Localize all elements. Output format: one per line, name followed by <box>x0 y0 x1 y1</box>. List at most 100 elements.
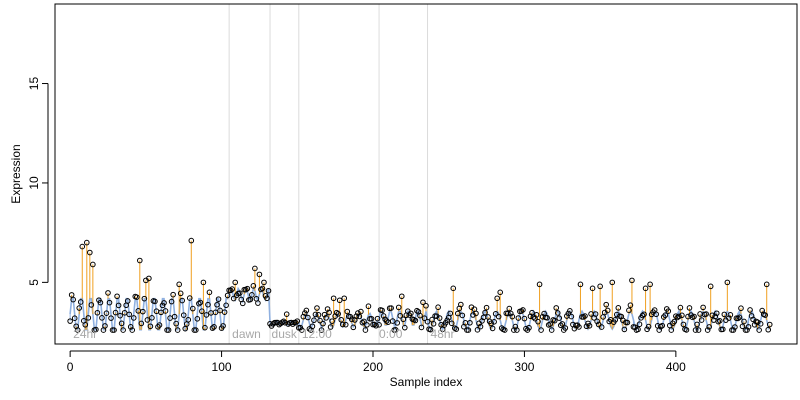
data-point-17 <box>93 326 99 333</box>
data-point-283 <box>495 313 502 320</box>
data-point-426 <box>712 313 719 320</box>
data-point-99 <box>217 307 223 314</box>
data-point-380 <box>642 285 649 292</box>
data-point-176 <box>333 309 340 316</box>
data-point-253 <box>450 285 457 292</box>
data-point-462 <box>766 321 773 328</box>
data-point-59 <box>156 322 163 328</box>
data-point-383 <box>647 281 653 288</box>
data-point-292 <box>509 313 516 320</box>
data-point-128 <box>261 279 267 286</box>
data-point-238 <box>427 326 434 333</box>
data-point-25 <box>105 290 111 296</box>
data-point-65 <box>165 327 172 333</box>
data-point-413 <box>692 327 699 333</box>
data-point-40 <box>127 324 134 330</box>
data-point-149 <box>292 319 299 326</box>
data-point-15 <box>90 261 96 268</box>
data-point-204 <box>376 322 382 328</box>
data-point-21 <box>99 315 105 321</box>
data-point-311 <box>538 327 544 333</box>
data-point-14 <box>88 302 95 308</box>
data-point-274 <box>482 309 488 316</box>
data-point-73 <box>177 290 184 297</box>
data-point-90 <box>203 312 210 318</box>
data-point-207 <box>380 313 387 319</box>
data-point-168 <box>321 311 328 318</box>
data-point-421 <box>704 327 711 333</box>
data-point-38 <box>124 298 131 304</box>
data-point-295 <box>514 327 520 333</box>
data-point-89 <box>202 324 208 331</box>
data-point-117 <box>244 285 251 292</box>
data-point-119 <box>247 296 254 303</box>
data-point-124 <box>255 300 261 306</box>
data-point-164 <box>315 312 322 318</box>
data-point-35 <box>120 327 126 333</box>
data-point-161 <box>311 317 317 324</box>
data-point-166 <box>318 327 325 333</box>
data-point-315 <box>544 315 550 321</box>
data-point-431 <box>720 326 726 333</box>
data-point-26 <box>106 299 113 306</box>
data-point-131 <box>265 287 272 294</box>
data-point-97 <box>214 301 220 308</box>
data-point-361 <box>614 311 620 318</box>
data-point-444 <box>739 323 746 330</box>
data-point-171 <box>326 309 332 316</box>
data-point-6 <box>76 305 83 311</box>
data-point-91 <box>205 301 211 308</box>
data-point-130 <box>264 295 270 302</box>
data-point-7 <box>77 299 84 305</box>
data-point-387 <box>653 311 659 318</box>
data-point-369 <box>626 307 632 314</box>
data-point-0 <box>67 318 73 324</box>
data-point-220 <box>400 316 407 323</box>
data-point-67 <box>168 298 175 305</box>
data-point-340 <box>582 313 588 319</box>
data-point-92 <box>206 289 213 296</box>
data-point-215 <box>392 327 399 333</box>
data-point-327 <box>562 325 569 331</box>
data-point-235 <box>423 302 429 309</box>
data-point-324 <box>557 322 564 329</box>
data-point-284 <box>497 289 504 296</box>
data-point-325 <box>559 321 566 327</box>
data-point-375 <box>635 326 641 333</box>
data-point-127 <box>259 285 266 292</box>
data-point-218 <box>397 312 404 319</box>
data-point-160 <box>309 323 316 330</box>
data-point-54 <box>149 315 155 321</box>
data-point-206 <box>379 307 385 314</box>
data-point-323 <box>556 315 563 321</box>
data-point-343 <box>586 322 593 329</box>
data-point-455 <box>756 327 762 333</box>
data-point-366 <box>621 326 628 333</box>
y-tick-label-2: 15 <box>27 77 41 91</box>
data-point-379 <box>641 311 647 318</box>
data-point-424 <box>709 312 716 319</box>
data-point-382 <box>645 323 652 330</box>
data-point-101 <box>220 323 226 329</box>
data-point-232 <box>418 324 425 331</box>
phase-label-5: 48hr <box>431 327 455 341</box>
data-point-68 <box>170 291 176 298</box>
data-point-196 <box>364 322 370 328</box>
data-point-47 <box>138 320 145 327</box>
data-point-318 <box>548 327 555 333</box>
data-point-189 <box>353 313 360 320</box>
data-point-27 <box>108 315 114 321</box>
data-point-438 <box>730 327 737 333</box>
data-point-30 <box>112 309 119 316</box>
data-point-282 <box>494 295 500 302</box>
data-point-266 <box>470 312 476 318</box>
data-point-429 <box>716 318 723 324</box>
data-point-420 <box>703 311 709 317</box>
data-point-193 <box>359 319 366 326</box>
data-point-415 <box>695 327 702 333</box>
data-point-13 <box>87 249 93 256</box>
data-point-404 <box>679 312 685 319</box>
data-point-71 <box>174 327 181 333</box>
data-point-251 <box>447 310 454 317</box>
data-point-299 <box>520 307 526 313</box>
